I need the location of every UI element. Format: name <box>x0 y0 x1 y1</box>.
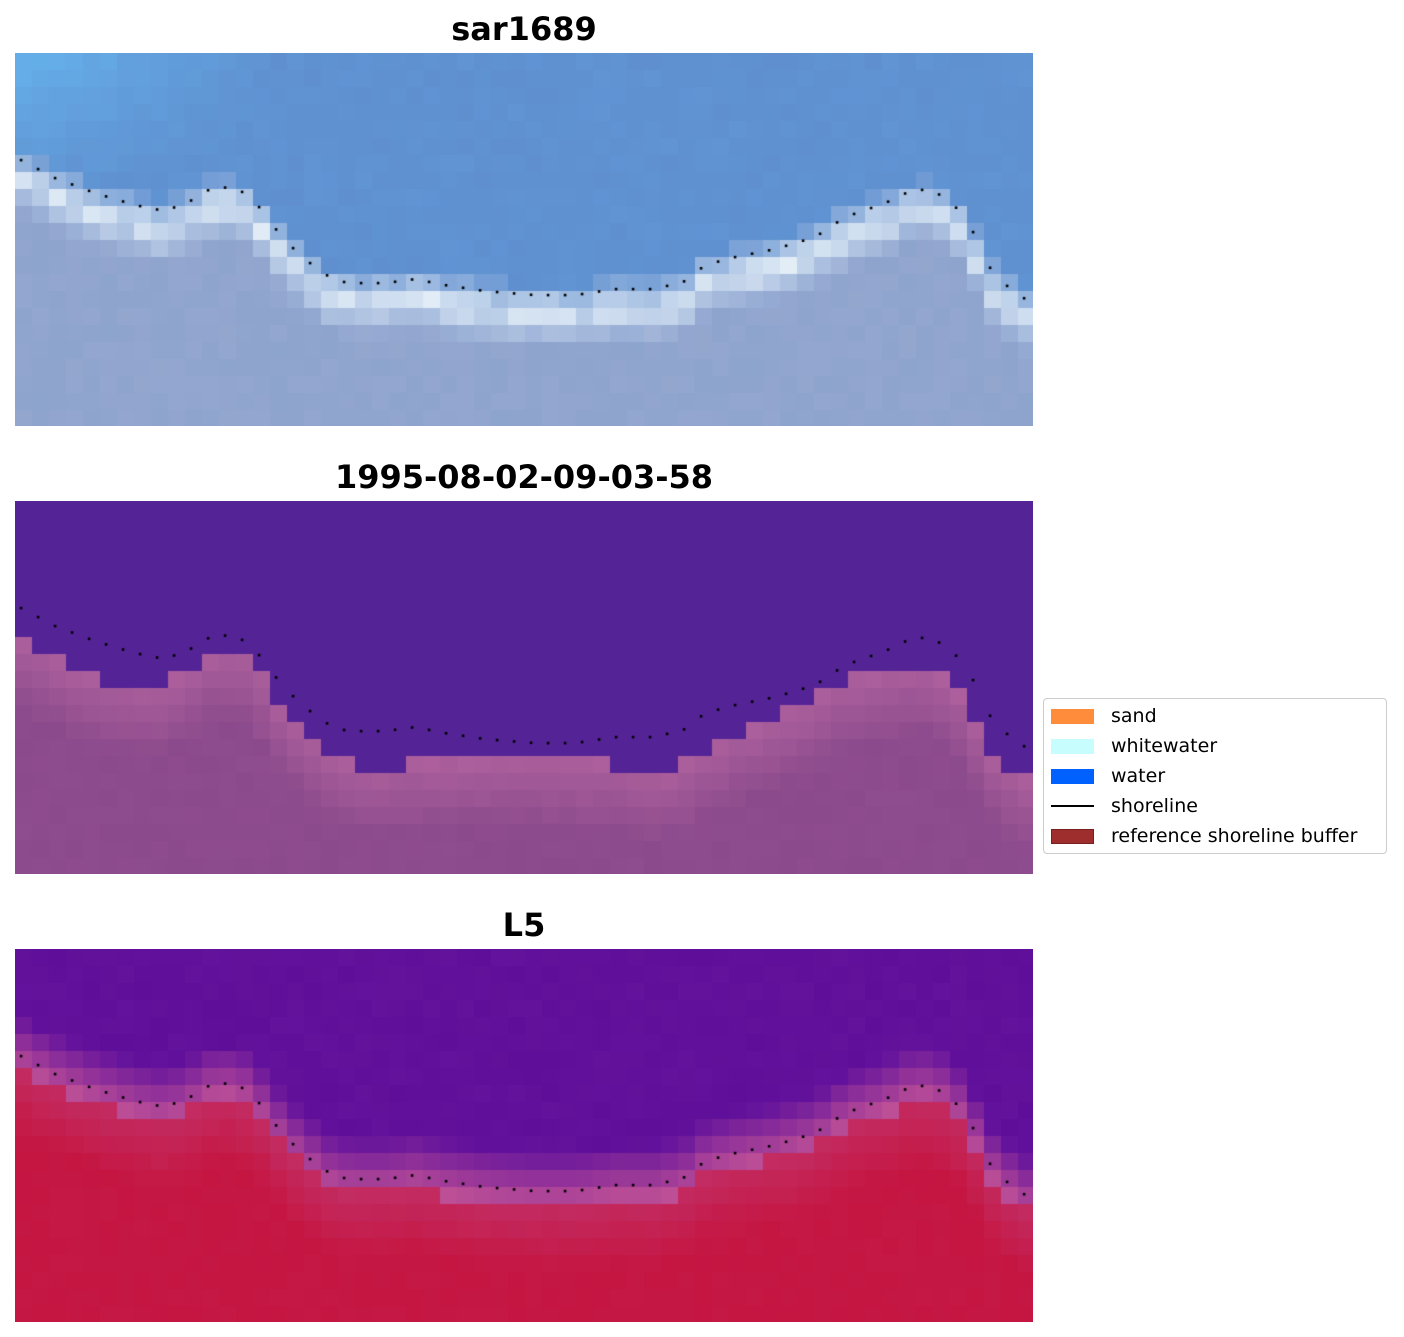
panel-title-rgb: sar1689 <box>451 10 597 48</box>
rgb-image-panel <box>15 53 1033 426</box>
legend-item-sand: sand <box>1051 706 1383 726</box>
legend-item-water: water <box>1051 766 1383 786</box>
panel-title-classification: 1995-08-02-09-03-58 <box>334 458 714 496</box>
legend-label-sand: sand <box>1111 705 1157 727</box>
legend-line-shoreline <box>1051 805 1094 807</box>
panel-title-index: L5 <box>502 906 546 944</box>
legend-swatch-whitewater <box>1051 739 1094 754</box>
legend-label-shoreline: shoreline <box>1111 795 1198 817</box>
legend: sand whitewater water shoreline referenc… <box>1043 698 1387 854</box>
legend-item-whitewater: whitewater <box>1051 736 1383 756</box>
classification-image-panel <box>15 501 1033 874</box>
legend-label-reference-buffer: reference shoreline buffer <box>1111 825 1358 847</box>
legend-label-water: water <box>1111 765 1166 787</box>
legend-item-reference-buffer: reference shoreline buffer <box>1051 826 1383 846</box>
legend-label-whitewater: whitewater <box>1111 735 1218 757</box>
legend-swatch-water <box>1051 769 1094 784</box>
legend-swatch-reference-buffer <box>1051 829 1094 844</box>
legend-swatch-sand <box>1051 709 1094 724</box>
index-image-panel <box>15 949 1033 1322</box>
legend-item-shoreline: shoreline <box>1051 796 1383 816</box>
